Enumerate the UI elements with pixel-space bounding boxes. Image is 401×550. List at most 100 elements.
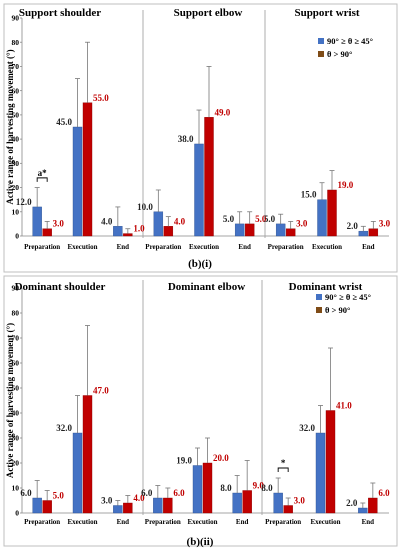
- x-tick-label: Preparation: [268, 243, 304, 251]
- bar: [42, 500, 52, 514]
- significance-label: a*: [38, 168, 48, 178]
- significance-label: *: [281, 458, 286, 468]
- data-label: 4.0: [174, 216, 186, 226]
- y-tick-label: 80: [12, 309, 20, 318]
- x-tick-label: Preparation: [24, 518, 60, 526]
- bar: [368, 228, 379, 237]
- x-tick-label: End: [236, 518, 249, 526]
- x-tick-label: Preparation: [145, 243, 181, 251]
- y-tick-label: 10: [12, 484, 20, 493]
- y-tick-label: 50: [12, 384, 20, 393]
- data-label: 38.0: [178, 134, 194, 144]
- data-label: 47.0: [93, 386, 109, 396]
- panel-3: Dominant wrist Preparation 8.0 3.0 Execution…: [261, 281, 390, 526]
- legend: 90° ≥ θ ≥ 45° θ > 90°: [316, 292, 371, 315]
- x-tick-label: End: [117, 243, 130, 251]
- bar: [315, 432, 326, 514]
- bar: [163, 226, 174, 237]
- bar: [32, 497, 42, 514]
- x-tick-label: End: [117, 518, 130, 526]
- legend-swatch-blue: [316, 294, 322, 300]
- data-label: 4.0: [133, 493, 145, 503]
- bar: [202, 462, 213, 514]
- data-label: 3.0: [379, 219, 391, 229]
- data-label: 8.0: [261, 483, 273, 493]
- bar: [283, 505, 293, 514]
- x-tick-label: Preparation: [265, 518, 301, 526]
- legend-entry: θ > 90°: [327, 49, 352, 59]
- data-label: 19.0: [338, 180, 354, 190]
- data-label: 55.0: [93, 93, 109, 103]
- chart-frame: [3, 275, 398, 547]
- y-tick-label: 50: [12, 110, 20, 119]
- x-tick-label: Execution: [188, 518, 218, 526]
- bar: [192, 465, 203, 514]
- data-label: 20.0: [213, 453, 229, 463]
- bar: [72, 432, 83, 514]
- y-axis-label: Active range of harvesting movement (°): [5, 323, 15, 478]
- data-label: 3.0: [294, 496, 306, 506]
- bar: [72, 126, 83, 237]
- data-label: 5.0: [53, 491, 65, 501]
- legend: 90° ≥ θ ≥ 45° θ > 90°: [318, 36, 373, 59]
- panel-title: Dominant elbow: [168, 281, 245, 293]
- data-label: 3.0: [53, 219, 65, 229]
- y-tick-label: 60: [12, 86, 20, 95]
- chart-1: 0 10 20 30 40 50 60 70 80 90 Active range of harve…: [3, 3, 398, 273]
- figure-caption: (b)(i): [188, 258, 212, 270]
- x-tick-label: End: [362, 243, 375, 251]
- y-tick-label: 40: [12, 409, 20, 418]
- panel-title: Dominant wrist: [289, 281, 363, 293]
- x-tick-label: Execution: [312, 243, 342, 251]
- panel-title: Dominant shoulder: [15, 281, 106, 293]
- legend-entry: 90° ≥ θ ≥ 45°: [327, 36, 373, 46]
- y-tick-label: 70: [12, 334, 20, 343]
- y-axis-label: Active range of harvesting movement (°): [5, 49, 15, 204]
- bar: [234, 223, 245, 237]
- figure-caption: (b)(ii): [187, 536, 214, 548]
- chart-2: 0 10 20 30 40 50 60 70 80 90 Active range of harve…: [3, 275, 398, 548]
- panel-1: Support shoulder Preparation 12.0 3.0 Execut…: [16, 7, 145, 251]
- data-label: 15.0: [301, 190, 317, 200]
- bar: [123, 502, 133, 514]
- x-tick-label: End: [238, 243, 251, 251]
- data-label: 45.0: [56, 117, 72, 127]
- x-tick-label: Execution: [68, 243, 98, 251]
- panel-2: Support elbow Preparation 10.0 4.0 Execution…: [137, 7, 267, 251]
- bar: [113, 505, 123, 514]
- bar: [285, 228, 296, 237]
- data-label: 5.0: [223, 214, 235, 224]
- data-label: 6.0: [378, 488, 390, 498]
- data-label: 32.0: [299, 423, 315, 433]
- data-label: 6.0: [173, 488, 185, 498]
- bar: [242, 490, 252, 514]
- bar: [32, 206, 42, 237]
- x-tick-label: Execution: [189, 243, 219, 251]
- data-label: 8.0: [220, 483, 232, 493]
- panel-title: Support wrist: [294, 7, 359, 19]
- y-tick-label: 70: [12, 62, 20, 71]
- bar: [273, 492, 283, 514]
- bar: [204, 117, 214, 237]
- bar: [153, 211, 164, 237]
- bar: [113, 226, 123, 237]
- y-tick-label: 20: [12, 183, 20, 192]
- x-tick-label: Preparation: [24, 243, 60, 251]
- y-tick-label: 30: [12, 434, 20, 443]
- data-label: 49.0: [215, 107, 231, 117]
- bar: [82, 395, 93, 514]
- y-tick-label: 10: [12, 207, 20, 216]
- panel-2: Dominant elbow Preparation 6.0 6.0 Execution…: [141, 281, 264, 526]
- legend-swatch-brown: [316, 307, 322, 313]
- y-tick-label: 90: [12, 284, 20, 293]
- bar: [368, 497, 378, 514]
- bar: [82, 102, 93, 237]
- data-label: 3.0: [296, 219, 308, 229]
- bar: [232, 492, 242, 514]
- data-label: 2.0: [346, 498, 358, 508]
- data-label: 19.0: [176, 456, 192, 466]
- bar: [358, 507, 368, 514]
- data-label: 2.0: [347, 221, 359, 231]
- panel-title: Support elbow: [174, 7, 243, 19]
